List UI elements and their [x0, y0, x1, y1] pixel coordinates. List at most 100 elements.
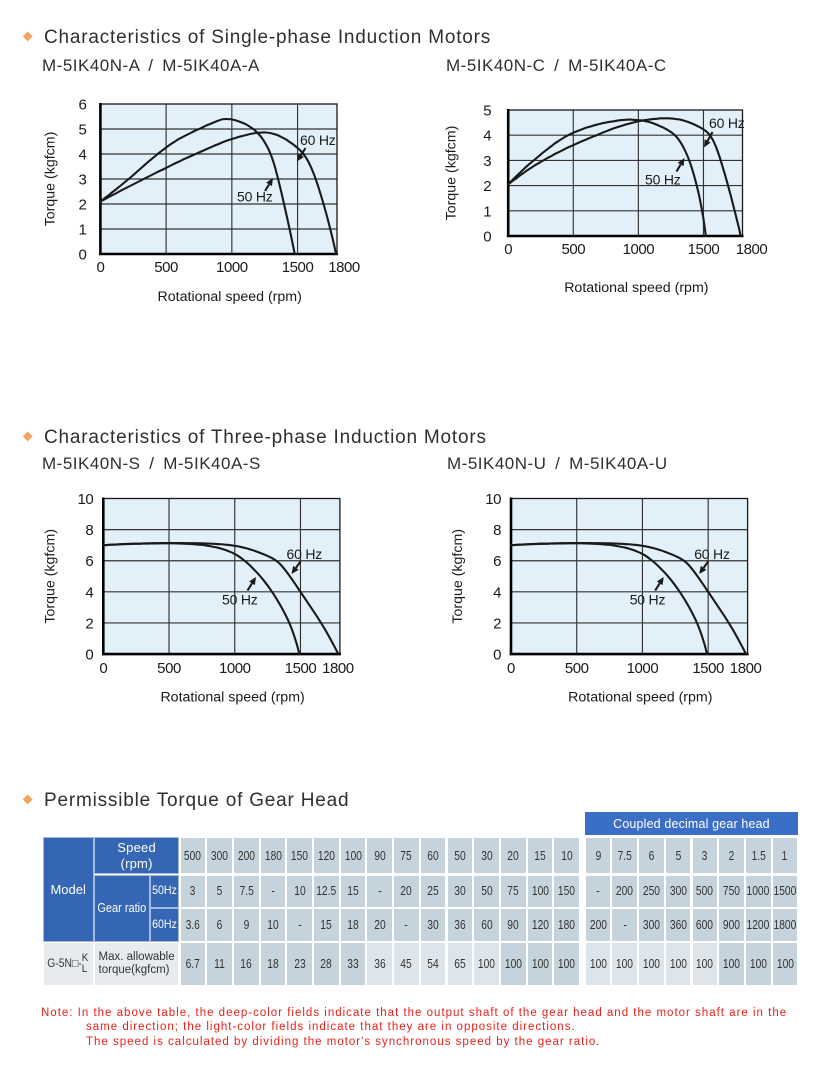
x-axis-title: Rotational speed (rpm)	[158, 289, 302, 305]
x-tick-label: 1500	[692, 660, 724, 677]
y-tick-label: 0	[85, 647, 93, 664]
x-tick-label: 0	[504, 241, 512, 258]
ratio60-cell: 900	[718, 908, 745, 942]
annotation-arrowhead	[266, 178, 273, 187]
annotation-arrow	[295, 560, 302, 569]
annotation-arrowhead	[656, 577, 664, 586]
y-tick-label: 0	[493, 647, 501, 664]
ratio50-cell: 50	[473, 874, 500, 908]
torque-cell: 100	[691, 941, 719, 986]
curve-label-60hz: 60 Hz	[300, 132, 336, 148]
ratio50-cell: 12.5	[313, 874, 340, 908]
plot-area	[508, 110, 743, 236]
annotation-arrow	[702, 560, 710, 569]
x-tick-label: 1500	[285, 660, 317, 677]
ratio60-cell: -	[286, 908, 313, 942]
ratio50-cell: -	[366, 874, 394, 908]
torque-chart-three-phase-s: 0 2 4 6 8 10 0 500 1000 1500 1800 Rotational speed …	[43, 491, 355, 706]
y-tick-label: 2	[493, 615, 501, 632]
curve-50hz	[99, 117, 296, 256]
y-tick-label: 2	[483, 178, 491, 195]
coupled-gear-head-banner: Coupled decimal gear head	[584, 812, 799, 836]
ratio60-cell: 360	[664, 908, 692, 942]
x-tick-label: 1000	[623, 241, 655, 258]
y-axis-title: Torque (kgfcm)	[450, 529, 466, 624]
curve-60hz	[99, 131, 338, 256]
ratio60-cell: 1800	[771, 908, 799, 942]
y-axis-title: Torque (kgfcm)	[42, 132, 58, 227]
curve-60hz	[509, 541, 748, 656]
curve-label-50hz: 50 Hz	[222, 592, 258, 608]
speed-cell: 120	[313, 836, 340, 875]
speed-cell: 300	[206, 836, 233, 875]
x-tick-label: 1800	[322, 660, 354, 677]
speed-cell: 20	[499, 836, 527, 875]
y-tick-label: 8	[493, 522, 501, 539]
curve-label-60hz: 60 Hz	[287, 546, 323, 562]
speed-cell: 75	[393, 836, 420, 875]
y-tick-label: 1	[78, 222, 86, 239]
x-axis-title: Rotational speed (rpm)	[568, 690, 712, 706]
ratio60-cell: 20	[366, 908, 394, 942]
x-tick-label: 500	[154, 259, 178, 276]
speed-cell: 50	[446, 836, 474, 875]
torque-cell: 28	[313, 941, 340, 986]
ratio50-cell: 30	[446, 874, 474, 908]
ratio50-cell: 1500	[771, 874, 799, 908]
torque-cell: 11	[206, 941, 233, 986]
y-tick-label: 1	[483, 203, 491, 220]
ratio50-cell: 200	[611, 874, 639, 908]
y-tick-label: 4	[78, 147, 86, 164]
y-tick-label: 6	[493, 553, 501, 570]
model-title-a: M-5IK40N-A / M-5IK40A-A	[42, 55, 260, 75]
x-tick-label: 1500	[688, 241, 720, 258]
x-tick-label: 0	[507, 660, 515, 677]
curve-label-60hz: 60 Hz	[709, 115, 745, 131]
torque-cell: 65	[446, 941, 474, 986]
ratio50-cell: -	[259, 874, 287, 908]
curve-label-50hz: 50 Hz	[237, 189, 273, 205]
ratio50-cell: -	[584, 874, 612, 908]
y-tick-label: 2	[78, 197, 86, 214]
section-bullet-icon	[22, 794, 33, 806]
model-header-cell: Model	[42, 836, 94, 942]
section-heading-gear-head: Permissible Torque of Gear Head	[44, 789, 350, 811]
annotation-arrow	[706, 131, 714, 142]
note-line-2: same direction; the light-color fields i…	[86, 1021, 576, 1034]
ratio50-cell: 250	[638, 874, 665, 908]
ratio50-cell: 25	[419, 874, 447, 908]
section-bullet-icon	[22, 31, 33, 43]
ratio50-cell: 15	[339, 874, 367, 908]
speed-cell: 1	[771, 836, 799, 875]
x-tick-label: 0	[96, 259, 104, 276]
torque-cell: 100	[718, 941, 745, 986]
section-heading-three-phase: Characteristics of Three-phase Induction…	[44, 426, 487, 448]
curve-60hz	[102, 541, 340, 656]
x-tick-label: 1800	[730, 660, 762, 677]
ratio60-cell: -	[611, 908, 639, 942]
torque-cell: 33	[339, 941, 367, 986]
ratio60-cell: 18	[339, 908, 367, 942]
torque-cell: 100	[771, 941, 799, 986]
ratio60-cell: 6	[206, 908, 233, 942]
torque-chart-three-phase-u: 0 2 4 6 8 10 0 500 1000 1500 1800 Rotational speed …	[450, 491, 762, 706]
ratio50-cell: 3	[179, 874, 207, 908]
speed-cell: 500	[179, 836, 207, 875]
ratio60-cell: 1200	[744, 908, 772, 942]
ratio60-cell: 200	[584, 908, 612, 942]
ratio60-cell: 15	[313, 908, 340, 942]
y-axis-title: Torque (kgfcm)	[43, 529, 59, 624]
torque-cell: 6.7	[179, 941, 207, 986]
note-line-1: Note: In the above table, the deep-color…	[41, 1007, 788, 1019]
speed-cell: 60	[419, 836, 447, 875]
curve-60hz	[507, 117, 742, 238]
torque-cell: 100	[553, 941, 580, 986]
torque-cell: 100	[499, 941, 527, 986]
speed-cell: 100	[339, 836, 367, 875]
speed-cell: 9	[584, 836, 612, 875]
model-title-u: M-5IK40N-U / M-5IK40A-U	[447, 454, 668, 473]
ratio60-cell: -	[393, 908, 420, 942]
ratio60-cell: 120	[526, 908, 554, 942]
y-tick-label: 3	[483, 153, 491, 170]
